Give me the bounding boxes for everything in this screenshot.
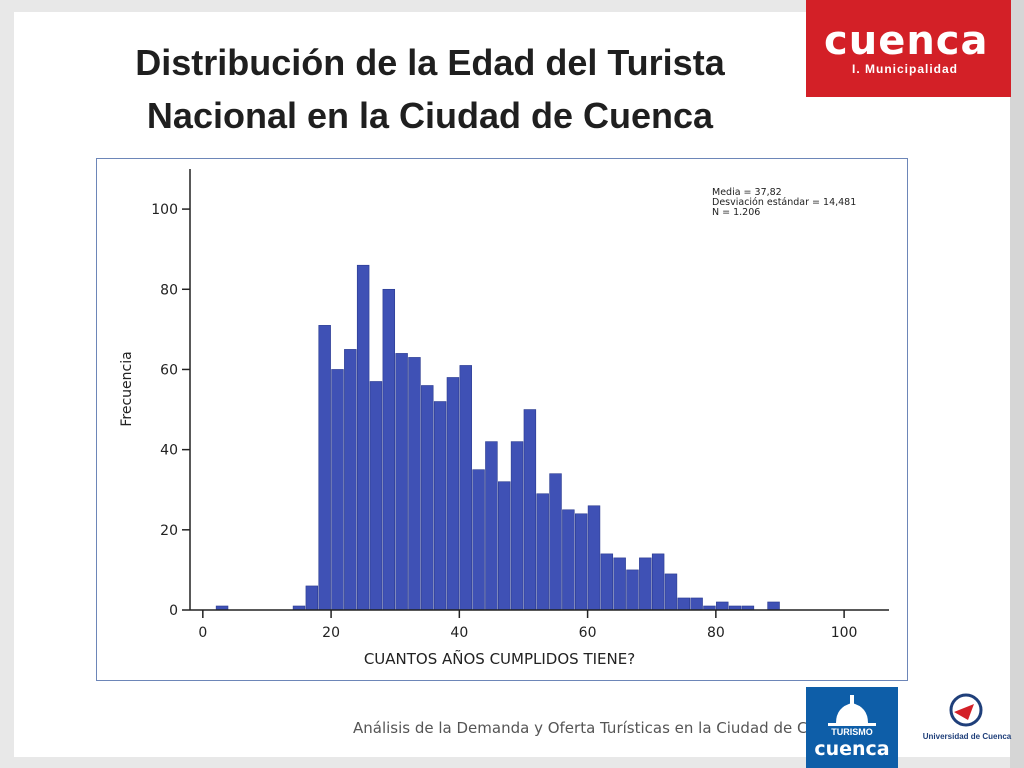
y-tick-label: 80 [160,282,178,298]
histogram-bar [421,385,434,611]
church-dome-icon [828,695,876,726]
histogram-bar [664,573,678,611]
turismo-logo-line: TURISMO [831,727,873,737]
x-axis-title: CUANTOS AÑOS CUMPLIDOS TIENE? [364,649,635,668]
histogram-bar [369,381,383,611]
histogram-bar [651,553,665,611]
histogram-bar [536,493,549,611]
cuenca-logo-subtitle: I. Municipalidad [852,62,959,76]
slide-title: Distribución de la Edad del Turista Naci… [60,36,800,142]
turismo-logo-word: cuenca [814,738,890,760]
histogram-bar [639,557,652,611]
histogram-bar [574,513,588,611]
histogram-bar [408,357,421,611]
histogram-bar [305,585,319,611]
histogram-bar [716,601,729,611]
x-tick-label: 40 [450,625,468,641]
histogram-bar [677,597,691,611]
histogram-bar [433,401,447,611]
histogram-bar [382,288,396,611]
histogram-chart: 0 20 40 60 80 100 0 20 40 60 80 100 CUANTOS AÑOS CUM… [96,158,908,681]
histogram-bar [318,325,331,611]
x-tick-label: 60 [579,625,597,641]
y-tick-label: 40 [160,443,178,459]
x-tick-label: 100 [831,625,858,641]
cuenca-municipality-logo: cuenca I. Municipalidad [806,0,1011,97]
histogram-bar [459,365,472,611]
y-axis-title: Frecuencia [119,351,135,426]
histogram-bar [485,441,498,611]
x-tick-label: 0 [198,625,207,641]
histogram-bar [344,349,357,611]
histogram-bar [587,505,601,611]
title-line-2: Nacional en la Ciudad de Cuenca [146,95,714,136]
histogram-bar [395,353,408,611]
stats-annotation: Desviación estándar = 14,481 [712,197,856,208]
stats-annotation: Media = 37,82 [712,187,782,198]
histogram-bar [446,377,460,611]
cuenca-logo-wordmark: cuenca [824,18,989,64]
histogram-bar [767,601,780,611]
histogram-bar [690,597,703,611]
histogram-bar [498,481,511,611]
histogram-bar [472,469,485,611]
y-tick-label: 60 [160,362,178,378]
histogram-bar [626,569,639,611]
histogram-svg: 0 20 40 60 80 100 0 20 40 60 80 100 CUANTOS AÑOS CUM… [119,169,889,668]
histogram-bar [356,264,370,611]
turismo-cuenca-logo: TURISMO cuenca [806,687,898,768]
x-tick-label: 80 [707,625,725,641]
histogram-bar [600,553,614,611]
histogram-bar [510,441,524,611]
title-line-1: Distribución de la Edad del Turista [135,42,725,83]
x-tick-label: 20 [322,625,340,641]
histogram-bar [523,409,537,611]
university-emblem-icon [949,693,983,727]
y-tick-label: 100 [151,202,178,218]
histogram-bar [562,509,575,611]
histogram-bar [331,369,344,611]
university-logo: Universidad de Cuenca [922,692,1012,752]
histogram-bar [613,557,626,611]
footer-caption: Análisis de la Demanda y Oferta Turístic… [353,719,854,737]
slide-edge [1010,0,1024,768]
histogram-bar [549,473,562,611]
university-name: Universidad de Cuenca [922,732,1012,741]
y-tick-label: 20 [160,523,178,539]
stats-annotation: N = 1.206 [712,207,760,218]
y-tick-label: 0 [169,603,178,619]
